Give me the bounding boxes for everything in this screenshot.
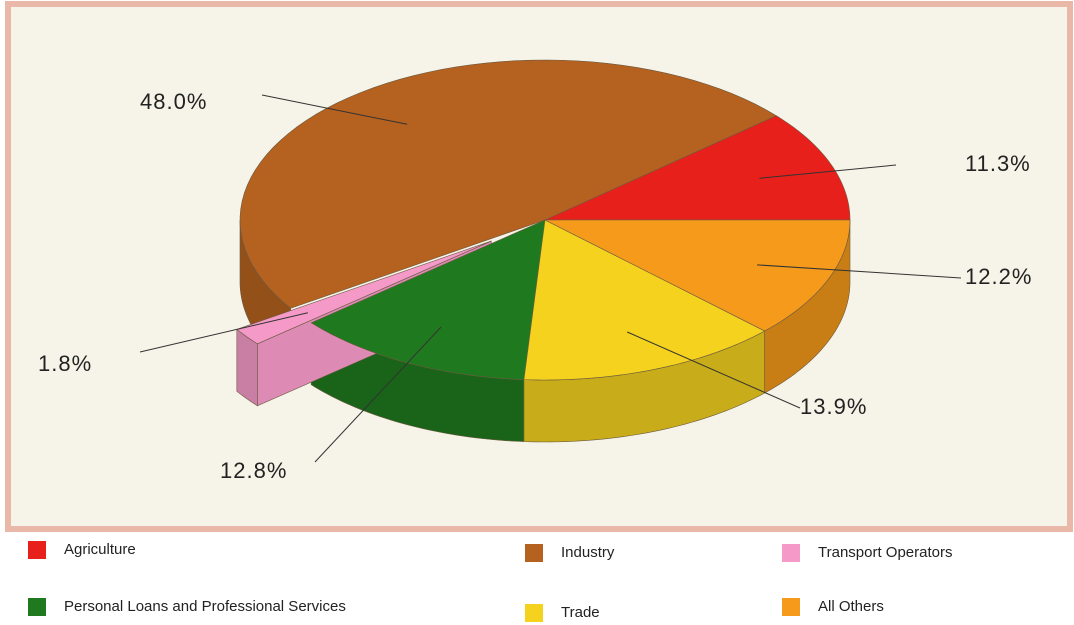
legend-label: Agriculture (64, 541, 136, 558)
slice (544, 115, 851, 221)
legend-swatch (782, 598, 800, 616)
leader-line (314, 326, 442, 463)
leader-line (757, 264, 962, 279)
data-label: 48.0% (140, 89, 207, 114)
legend-swatch (782, 544, 800, 562)
legend-label: Transport Operators (818, 544, 953, 561)
legend-label: Industry (561, 544, 615, 561)
slice (544, 219, 851, 332)
legend-swatch (28, 598, 46, 616)
leader-line (139, 312, 308, 353)
slice (239, 59, 777, 309)
data-label: 12.2% (965, 264, 1032, 289)
legend-label: Personal Loans and Professional Services (64, 598, 346, 615)
legend-swatch (525, 544, 543, 562)
data-label: 13.9% (800, 394, 867, 419)
legend-swatch (28, 541, 46, 559)
legend-label: All Others (818, 598, 884, 615)
leader-line (626, 331, 801, 409)
leader-line (759, 164, 897, 179)
slice (310, 219, 546, 380)
legend-swatch (525, 604, 543, 622)
slice (236, 240, 492, 345)
data-label: 1.8% (38, 351, 92, 376)
data-label: 12.8% (220, 458, 287, 483)
legend-label: Trade (561, 604, 600, 621)
data-label: 11.3% (965, 151, 1031, 176)
leader-line (261, 94, 408, 125)
slice (523, 219, 766, 381)
